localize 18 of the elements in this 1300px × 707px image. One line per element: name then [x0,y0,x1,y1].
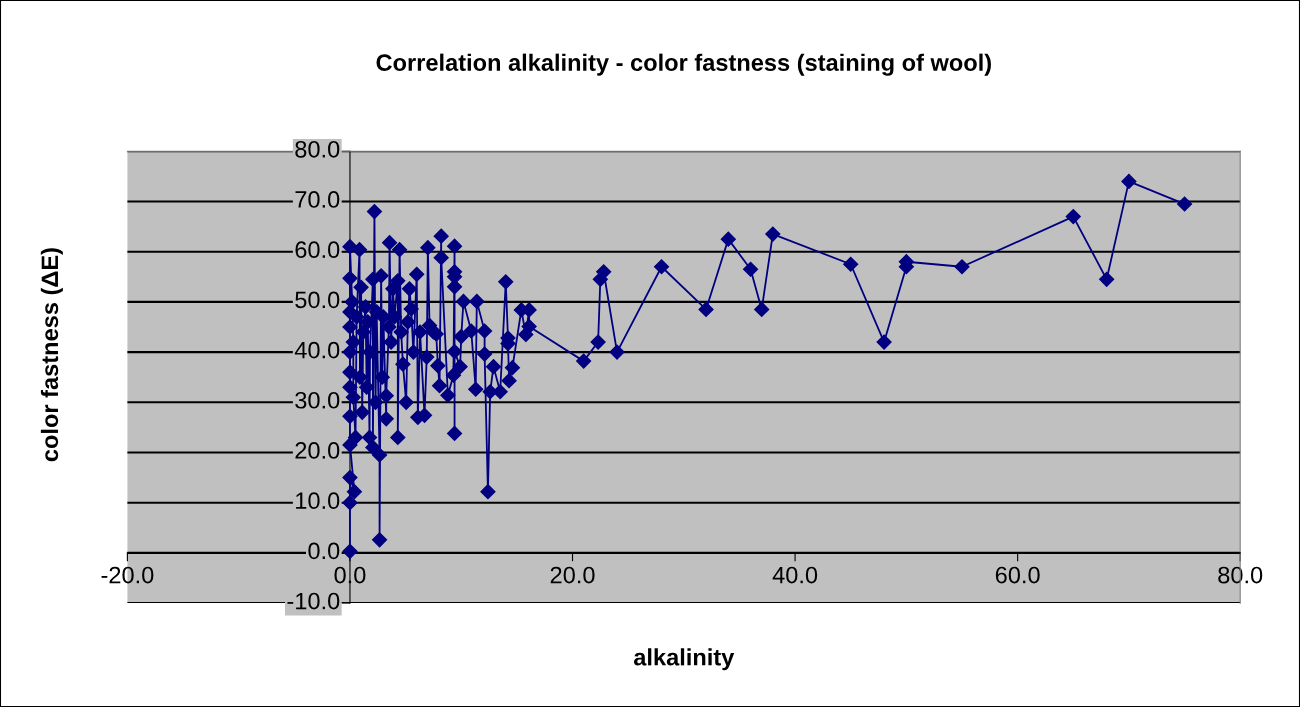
y-tick-label: 80.0 [295,140,340,158]
x-tick-label: 40.0 [772,566,818,584]
y-tick-label: 30.0 [295,391,340,409]
y-tick-label: 20.0 [295,442,340,459]
chart-title: Correlation alkalinity - color fastness (staining of wool) [376,53,991,76]
y-tick-label: 0.0 [308,542,340,560]
y-tick-label: 60.0 [295,241,340,259]
y-tick-label: -10.0 [287,592,340,610]
y-tick-label: 70.0 [295,191,340,208]
y-tick-label: 50.0 [295,291,340,309]
y-tick-label: 40.0 [294,341,340,359]
x-tick-label: -20.0 [101,566,154,584]
x-tick-label: 80.0 [1218,566,1263,584]
x-tick-label: 60.0 [995,566,1040,584]
y-axis-title: color fastness (ΔE) [40,248,63,462]
x-tick-label: 20.0 [550,566,595,584]
y-tick-label: 10.0 [296,492,340,510]
x-axis-title: alkalinity [633,648,735,671]
